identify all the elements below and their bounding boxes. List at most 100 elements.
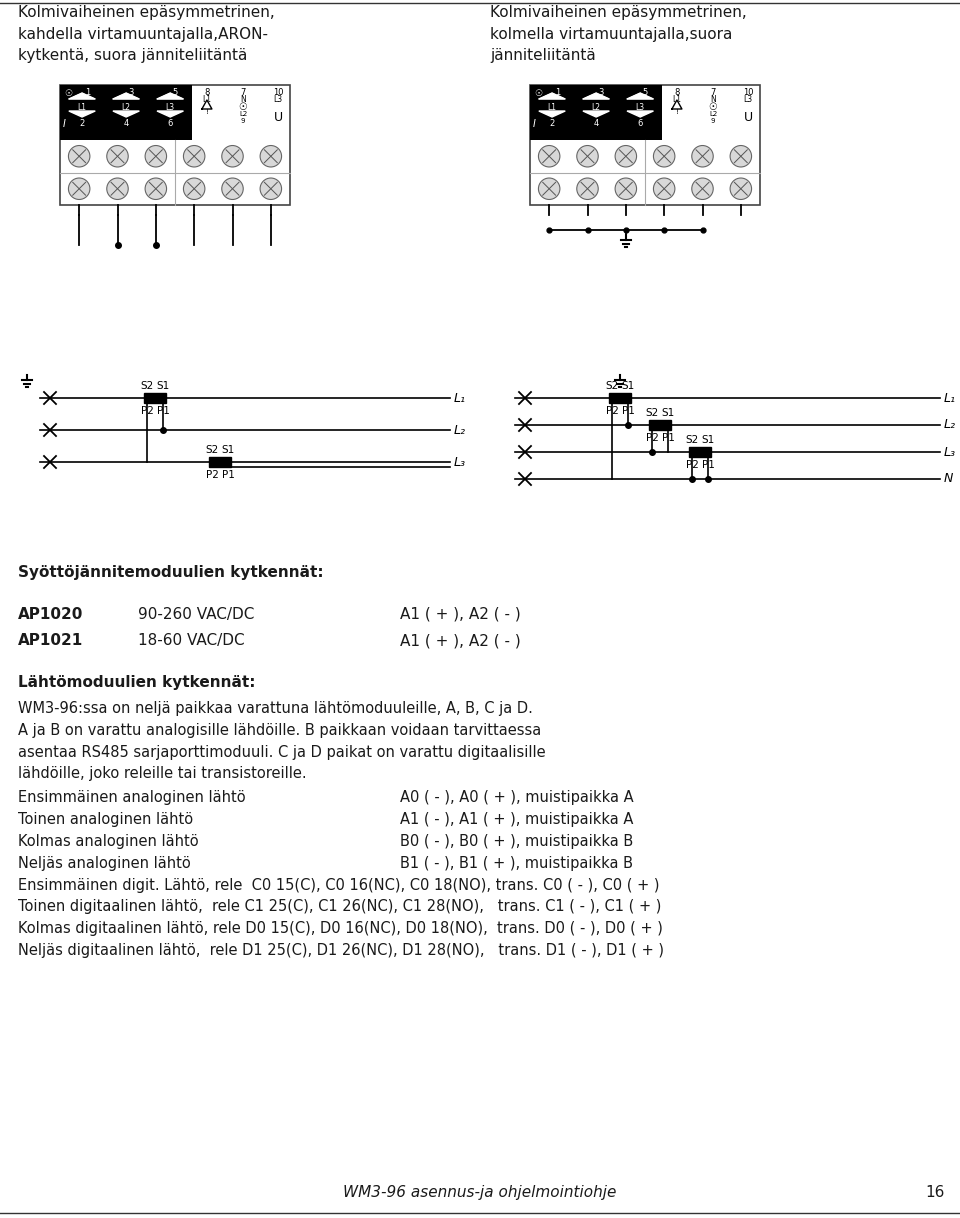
Circle shape: [222, 145, 243, 167]
Text: B0 ( - ), B0 ( + ), muistipaikka B: B0 ( - ), B0 ( + ), muistipaikka B: [400, 834, 634, 849]
Circle shape: [539, 145, 560, 167]
Text: 8: 8: [674, 88, 680, 97]
Text: lähdöille, joko releille tai transistoreille.: lähdöille, joko releille tai transistore…: [18, 766, 306, 782]
Text: 7: 7: [710, 88, 716, 97]
Text: 3: 3: [129, 88, 134, 97]
Text: 10: 10: [743, 88, 754, 97]
Text: N: N: [944, 473, 953, 486]
Polygon shape: [627, 93, 654, 99]
Text: 1: 1: [555, 88, 560, 97]
Text: S1: S1: [661, 408, 675, 418]
Circle shape: [692, 178, 713, 200]
Polygon shape: [672, 100, 682, 108]
Text: asentaa RS485 sarjaporttimoduuli. C ja D paikat on varattu digitaalisille: asentaa RS485 sarjaporttimoduuli. C ja D…: [18, 744, 545, 760]
Text: L2: L2: [239, 111, 248, 117]
Circle shape: [654, 145, 675, 167]
Text: 90-260 VAC/DC: 90-260 VAC/DC: [138, 607, 254, 622]
Text: Ensimmäinen digit. Lähtö, rele  C0 15(C), C0 16(NC), C0 18(NO), trans. C0 ( - ),: Ensimmäinen digit. Lähtö, rele C0 15(C),…: [18, 877, 660, 893]
Text: Toinen digitaalinen lähtö,  rele C1 25(C), C1 26(NC), C1 28(NO),   trans. C1 ( -: Toinen digitaalinen lähtö, rele C1 25(C)…: [18, 899, 661, 915]
Text: P2: P2: [606, 406, 618, 417]
Text: P2: P2: [645, 434, 659, 443]
Text: U: U: [744, 111, 753, 124]
Text: 1: 1: [84, 88, 90, 97]
Text: P2: P2: [205, 470, 219, 480]
Text: S2: S2: [140, 381, 154, 391]
Text: I: I: [63, 119, 66, 129]
Text: L₃: L₃: [454, 456, 466, 469]
Text: B1 ( - ), B1 ( + ), muistipaikka B: B1 ( - ), B1 ( + ), muistipaikka B: [400, 856, 633, 871]
Text: L2: L2: [708, 111, 717, 117]
Circle shape: [577, 178, 598, 200]
Text: A1 ( - ), A1 ( + ), muistipaikka A: A1 ( - ), A1 ( + ), muistipaikka A: [400, 812, 634, 827]
Text: N: N: [240, 95, 246, 104]
Polygon shape: [157, 111, 183, 117]
Text: Syöttöjännitemoduulien kytkennät:: Syöttöjännitemoduulien kytkennät:: [18, 565, 324, 580]
Text: 9: 9: [710, 118, 715, 124]
Text: S1: S1: [702, 435, 714, 445]
Bar: [530, 85, 662, 140]
Text: Neljäs digitaalinen lähtö,  rele D1 25(C), D1 26(NC), D1 28(NO),   trans. D1 ( -: Neljäs digitaalinen lähtö, rele D1 25(C)…: [18, 943, 664, 959]
Text: L1: L1: [672, 95, 682, 104]
Text: Toinen analoginen lähtö: Toinen analoginen lähtö: [18, 812, 193, 827]
Circle shape: [654, 178, 675, 200]
Circle shape: [692, 145, 713, 167]
Circle shape: [68, 145, 90, 167]
Text: P2: P2: [685, 460, 699, 470]
Text: U: U: [274, 111, 283, 124]
Polygon shape: [583, 111, 610, 117]
Text: !: !: [205, 108, 208, 114]
Text: L₃: L₃: [944, 446, 956, 458]
Circle shape: [260, 178, 281, 200]
Text: Kolmas analoginen lähtö: Kolmas analoginen lähtö: [18, 834, 199, 849]
Text: A1 ( + ), A2 ( - ): A1 ( + ), A2 ( - ): [400, 633, 520, 648]
Text: I: I: [533, 119, 536, 129]
Text: P1: P1: [702, 460, 714, 470]
Polygon shape: [157, 93, 183, 99]
Text: 8: 8: [204, 88, 209, 97]
Text: Kolmivaiheinen epäsymmetrinen,
kolmella virtamuuntajalla,suora
jänniteliitäntä: Kolmivaiheinen epäsymmetrinen, kolmella …: [490, 5, 747, 63]
Circle shape: [68, 178, 90, 200]
Bar: [60, 85, 192, 140]
Polygon shape: [202, 100, 212, 108]
Polygon shape: [539, 93, 565, 99]
Circle shape: [615, 145, 636, 167]
Text: L1: L1: [78, 104, 86, 112]
Text: !: !: [676, 108, 679, 114]
Circle shape: [222, 178, 243, 200]
Circle shape: [577, 145, 598, 167]
Text: 4: 4: [124, 119, 129, 128]
Circle shape: [183, 145, 204, 167]
Text: AP1021: AP1021: [18, 633, 84, 648]
Bar: [209, 457, 231, 466]
Circle shape: [260, 145, 281, 167]
Text: AP1020: AP1020: [18, 607, 84, 622]
Text: L₁: L₁: [944, 391, 956, 404]
Circle shape: [145, 145, 167, 167]
Bar: [60, 85, 290, 205]
Circle shape: [539, 178, 560, 200]
Circle shape: [107, 178, 129, 200]
Text: Kolmas digitaalinen lähtö, rele D0 15(C), D0 16(NC), D0 18(NO),  trans. D0 ( - ): Kolmas digitaalinen lähtö, rele D0 15(C)…: [18, 921, 662, 937]
Text: 7: 7: [240, 88, 246, 97]
Polygon shape: [69, 93, 95, 99]
Polygon shape: [583, 93, 610, 99]
Circle shape: [183, 178, 204, 200]
Polygon shape: [113, 93, 139, 99]
Text: ☉: ☉: [534, 89, 542, 97]
Text: L₂: L₂: [454, 424, 466, 436]
Polygon shape: [113, 111, 139, 117]
Text: L₂: L₂: [944, 419, 956, 431]
Text: Neljäs analoginen lähtö: Neljäs analoginen lähtö: [18, 856, 191, 871]
Text: S2: S2: [205, 445, 219, 456]
Text: A1 ( + ), A2 ( - ): A1 ( + ), A2 ( - ): [400, 607, 520, 622]
Text: 4: 4: [593, 119, 599, 128]
Text: P1: P1: [222, 470, 234, 480]
Text: WM3-96 asennus-ja ohjelmointiohje: WM3-96 asennus-ja ohjelmointiohje: [344, 1185, 616, 1200]
Text: A0 ( - ), A0 ( + ), muistipaikka A: A0 ( - ), A0 ( + ), muistipaikka A: [400, 790, 634, 805]
Text: 5: 5: [643, 88, 648, 97]
Polygon shape: [539, 111, 565, 117]
Text: L₁: L₁: [454, 391, 466, 404]
Text: 2: 2: [80, 119, 84, 128]
Text: 18-60 VAC/DC: 18-60 VAC/DC: [138, 633, 245, 648]
Text: 2: 2: [549, 119, 555, 128]
